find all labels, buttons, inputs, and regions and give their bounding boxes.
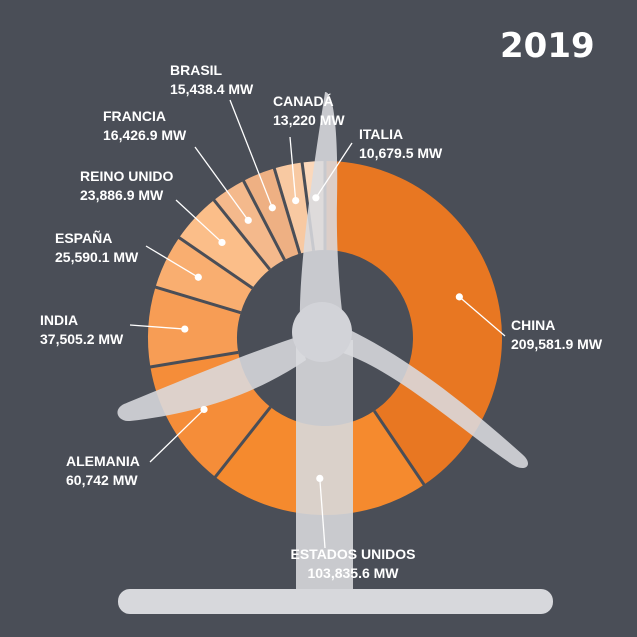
- leader-line: [145, 245, 199, 278]
- year-title: 2019: [500, 26, 595, 66]
- leader-dot: [218, 238, 226, 247]
- leader-dot: [200, 405, 208, 414]
- turbine-blade-up: [299, 92, 344, 325]
- leader-line: [129, 324, 185, 330]
- leader-dot: [292, 196, 300, 205]
- leader-dot: [181, 325, 189, 333]
- leader-lines: [129, 99, 506, 549]
- value-label: 209,581.9 MW: [511, 336, 603, 352]
- value-label: 103,835.6 MW: [307, 565, 399, 581]
- slice-divider: [154, 285, 242, 315]
- category-label: REINO UNIDO: [80, 168, 173, 184]
- turbine-blade-left: [117, 336, 306, 422]
- category-label: INDIA: [40, 312, 78, 328]
- category-label: BRASIL: [170, 62, 223, 78]
- slice-divider: [373, 410, 426, 487]
- category-label: ESPAÑA: [55, 229, 112, 246]
- turbine-hub: [292, 302, 352, 362]
- leader-dot: [455, 293, 463, 301]
- wind-turbine-illustration: [117, 92, 553, 614]
- slice-divider: [272, 167, 302, 255]
- turbine-blade-right: [340, 330, 529, 469]
- category-label: FRANCIA: [103, 108, 166, 124]
- slice-7: [214, 180, 285, 270]
- value-label: 23,886.9 MW: [80, 187, 164, 203]
- leader-dot: [268, 204, 276, 212]
- leader-line: [175, 199, 223, 243]
- value-label: 25,590.1 MW: [55, 249, 139, 265]
- value-label: 15,438.4 MW: [170, 81, 254, 97]
- leader-dot: [312, 194, 320, 202]
- leader-line: [289, 136, 297, 201]
- leader-line: [194, 146, 249, 221]
- slice-divider: [212, 198, 271, 271]
- leader-line: [149, 408, 205, 463]
- leader-dot: [244, 216, 252, 224]
- category-label: ESTADOS UNIDOS: [291, 546, 416, 562]
- slice-divider: [241, 179, 286, 261]
- leader-line: [315, 142, 353, 199]
- slice-divider: [177, 235, 254, 290]
- turbine-base: [118, 589, 553, 614]
- slice-divider: [213, 406, 272, 479]
- category-label: ALEMANIA: [66, 453, 140, 469]
- value-label: 13,220 MW: [273, 112, 345, 128]
- leader-line: [458, 296, 506, 337]
- leader-dot: [194, 273, 202, 281]
- leader-line: [229, 99, 273, 208]
- leader-line: [319, 478, 326, 549]
- turbine-tower: [296, 340, 353, 602]
- value-label: 10,679.5 MW: [359, 145, 443, 161]
- category-label: CHINA: [511, 317, 555, 333]
- leader-dot: [316, 474, 324, 483]
- value-label: 16,426.9 MW: [103, 127, 187, 143]
- slice-divider: [149, 350, 239, 369]
- slice-8: [243, 168, 300, 260]
- slice-labels: CHINA 209,581.9 MW ESTADOS UNIDOS 103,835.6…: [40, 62, 603, 581]
- value-label: 60,742 MW: [66, 472, 138, 488]
- category-label: ITALIA: [359, 126, 403, 142]
- value-label: 37,505.2 MW: [40, 331, 124, 347]
- category-label: CANADÁ: [273, 93, 334, 109]
